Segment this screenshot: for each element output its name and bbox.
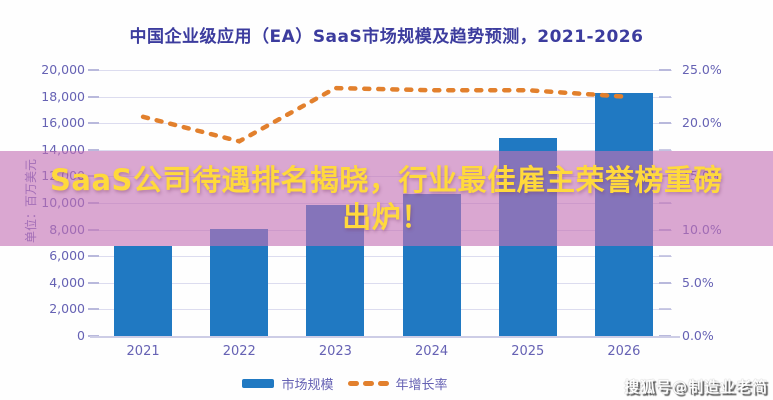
y-axis-tick-left	[88, 308, 99, 311]
bar-2022	[210, 228, 269, 336]
chart-title: 中国企业级应用（EA）SaaS市场规模及趋势预测，2021-2026	[129, 27, 644, 47]
bar-swatch-icon	[242, 379, 275, 388]
growth-rate-line	[140, 85, 627, 144]
y-axis-label-right: 0.0%	[682, 328, 714, 343]
headline-overlay-band: SaaS公司待遇排名揭晓，行业最佳雇主荣誉榜重磅 出炉！	[0, 151, 773, 246]
y-axis-tick-right	[659, 69, 671, 71]
y-axis-minor-tick-right	[659, 95, 671, 98]
legend-label-growth-rate: 年增长率	[395, 378, 448, 393]
watermark-sohu-account: 搜狐号@制造业老简	[623, 378, 768, 396]
y-axis-minor-tick-right	[659, 255, 671, 258]
gridline	[95, 149, 672, 151]
y-axis-label-right: 20.0%	[682, 115, 722, 131]
y-axis-minor-tick-right	[659, 148, 671, 151]
x-axis-label-2021: 2021	[126, 344, 160, 359]
y-axis-label-left: 18,000	[41, 88, 85, 104]
gridline	[95, 123, 672, 125]
headline-line-2: 出炉！	[342, 199, 431, 234]
y-axis-tick-left	[88, 69, 99, 71]
y-axis-tick-left	[88, 122, 99, 125]
y-axis-tick-left	[88, 95, 99, 98]
y-axis-label-left: 16,000	[41, 115, 85, 131]
dashed-line-swatch-icon	[347, 381, 389, 386]
legend-label-market-size: 市场规模	[281, 378, 334, 393]
x-axis-label-2024: 2024	[415, 344, 449, 359]
y-axis-label-left: 4,000	[49, 274, 85, 290]
gridline	[95, 70, 672, 71]
chart-legend: 市场规模 年增长率	[0, 374, 690, 393]
legend-item-market-size: 市场规模	[242, 374, 334, 393]
y-axis-tick-left	[88, 281, 99, 284]
y-axis-label-left: 2,000	[49, 301, 85, 317]
x-axis-label-2026: 2026	[607, 344, 641, 359]
y-axis-tick-right	[659, 281, 671, 284]
y-axis-tick-left	[88, 148, 99, 151]
x-axis-label-2023: 2023	[318, 344, 352, 359]
gridline	[95, 309, 672, 311]
gridline	[95, 282, 672, 284]
legend-item-growth-rate: 年增长率	[347, 374, 448, 393]
y-axis-label-right: 25.0%	[682, 62, 722, 77]
y-axis-label-left: 20,000	[41, 62, 85, 77]
y-axis-minor-tick-right	[659, 308, 671, 311]
y-axis-tick-left	[88, 255, 99, 258]
y-axis-label-left: 6,000	[49, 248, 85, 264]
gridline	[95, 256, 672, 258]
x-axis-line	[90, 336, 680, 338]
y-axis-label-right: 5.0%	[682, 274, 714, 290]
headline-line-1: SaaS公司待遇排名揭晓，行业最佳雇主荣誉榜重磅	[50, 162, 723, 197]
bar-2021	[114, 245, 173, 336]
y-axis-label-left: 0	[77, 328, 85, 343]
y-axis-tick-right	[659, 122, 671, 125]
x-axis-label-2022: 2022	[222, 344, 256, 359]
x-axis-label-2025: 2025	[511, 344, 545, 359]
gridline	[95, 96, 672, 98]
